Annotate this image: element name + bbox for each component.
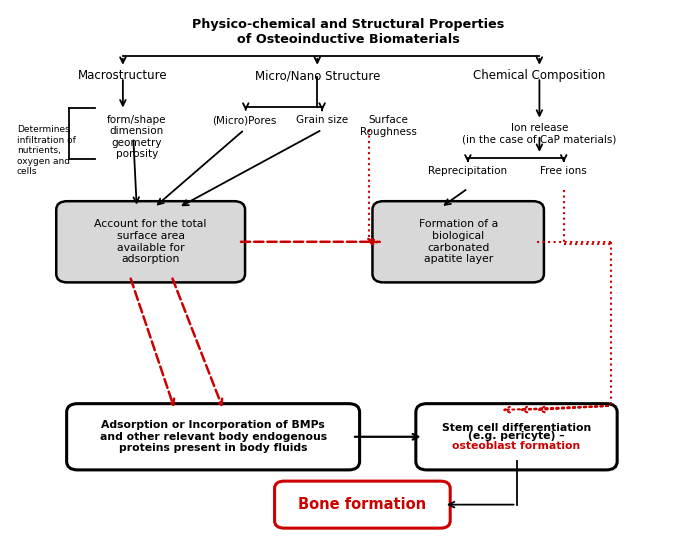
Text: form/shape
dimension
geometry
porosity: form/shape dimension geometry porosity — [107, 114, 167, 159]
Text: (e.g. pericyte) –: (e.g. pericyte) – — [468, 431, 565, 441]
Text: Surface
Roughness: Surface Roughness — [360, 115, 417, 137]
Text: (Micro)Pores: (Micro)Pores — [212, 115, 277, 125]
Text: Formation of a
biological
carbonated
apatite layer: Formation of a biological carbonated apa… — [419, 220, 498, 264]
Text: Chemical Composition: Chemical Composition — [473, 69, 606, 82]
Text: Grain size: Grain size — [296, 115, 348, 125]
Text: Micro/Nano Structure: Micro/Nano Structure — [254, 69, 380, 82]
Text: Stem cell differentiation: Stem cell differentiation — [442, 423, 591, 433]
Text: Free ions: Free ions — [540, 166, 587, 177]
FancyBboxPatch shape — [56, 201, 245, 282]
FancyBboxPatch shape — [372, 201, 544, 282]
Text: Macrostructure: Macrostructure — [78, 69, 168, 82]
FancyBboxPatch shape — [275, 481, 450, 528]
FancyBboxPatch shape — [67, 404, 360, 470]
Text: Bone formation: Bone formation — [298, 497, 427, 512]
Text: Adsorption or Incorporation of BMPs
and other relevant body endogenous
proteins : Adsorption or Incorporation of BMPs and … — [100, 420, 327, 453]
FancyBboxPatch shape — [416, 404, 617, 470]
Text: osteoblast formation: osteoblast formation — [452, 441, 581, 452]
Text: Reprecipitation: Reprecipitation — [429, 166, 507, 177]
Text: Ion release
(in the case of CaP materials): Ion release (in the case of CaP material… — [462, 122, 617, 144]
Text: Account for the total
surface area
available for
adsorption: Account for the total surface area avail… — [95, 220, 207, 264]
Text: Physico-chemical and Structural Properties
of Osteoinductive Biomaterials: Physico-chemical and Structural Properti… — [192, 18, 505, 47]
Text: Determines
infiltration of
nutrients,
oxygen and
cells: Determines infiltration of nutrients, ox… — [17, 125, 75, 176]
